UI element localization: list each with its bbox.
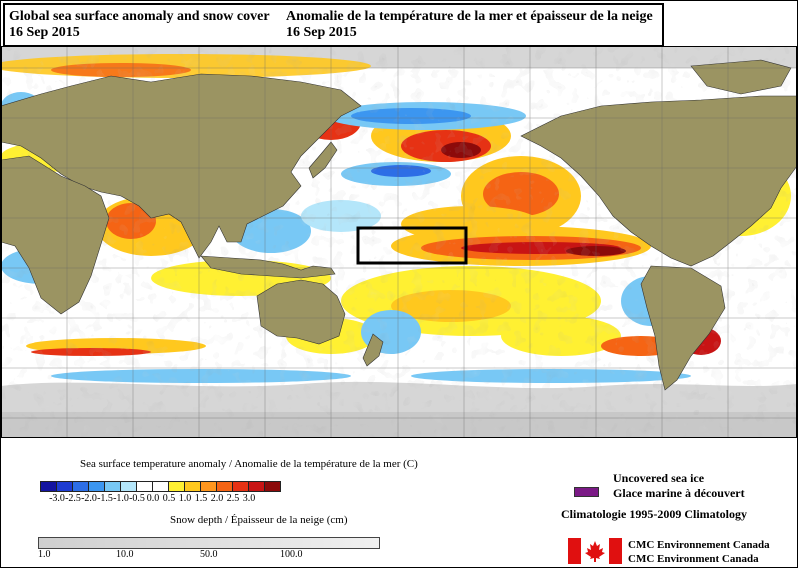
snow-tick-label: 10.0 bbox=[116, 549, 134, 560]
sst-color-cell bbox=[104, 481, 120, 492]
sst-tick-label: -1.0 bbox=[113, 493, 129, 504]
snow-legend-title: Snow depth / Épaisseur de la neige (cm) bbox=[170, 514, 348, 526]
climatology-label: Climatologie 1995-2009 Climatology bbox=[561, 507, 747, 521]
sst-color-cell bbox=[168, 481, 184, 492]
sst-color-cell bbox=[264, 481, 281, 492]
land-japan bbox=[308, 141, 338, 179]
sst-tick-label: 3.0 bbox=[242, 493, 256, 504]
snow-depth-scale bbox=[38, 537, 380, 549]
sst-color-cell bbox=[120, 481, 136, 492]
title-en-date: 16 Sep 2015 bbox=[9, 25, 80, 40]
sst-tick-label: -2.0 bbox=[81, 493, 97, 504]
sst-tick-label: -0.5 bbox=[129, 493, 145, 504]
snow-tick-label: 50.0 bbox=[200, 549, 218, 560]
land-new-zealand bbox=[362, 333, 384, 367]
sst-color-cell bbox=[184, 481, 200, 492]
uncovered-ice-swatch bbox=[574, 487, 599, 497]
sst-anomaly-map bbox=[1, 46, 797, 438]
title-english: Global sea surface anomaly and snow cove… bbox=[9, 9, 270, 41]
title-french: Anomalie de la température de la mer et … bbox=[286, 9, 653, 41]
sst-color-cell bbox=[216, 481, 232, 492]
uncovered-ice-label-fr: Glace marine à découvert bbox=[613, 486, 745, 500]
snow-tick-label: 100.0 bbox=[280, 549, 303, 560]
title-en-line1: Global sea surface anomaly and snow cove… bbox=[9, 9, 270, 24]
sst-color-cell bbox=[200, 481, 216, 492]
nino34-region-box bbox=[356, 226, 468, 265]
uncovered-ice-label-en: Uncovered sea ice bbox=[613, 471, 705, 485]
credit-line-en: CMC Environment Canada bbox=[628, 553, 759, 565]
sst-color-cell bbox=[40, 481, 56, 492]
land-eurasia bbox=[1, 73, 362, 259]
sst-color-scale bbox=[40, 481, 281, 492]
sst-tick-label: -2.5 bbox=[65, 493, 81, 504]
sst-color-cell bbox=[56, 481, 72, 492]
sst-tick-label: 2.0 bbox=[210, 493, 224, 504]
canada-flag-icon bbox=[568, 538, 622, 564]
snow-tick-label: 1.0 bbox=[38, 549, 51, 560]
sst-tick-label: -1.5 bbox=[97, 493, 113, 504]
title-box: Global sea surface anomaly and snow cove… bbox=[3, 3, 664, 47]
sst-tick-label: 0.0 bbox=[146, 493, 160, 504]
sst-color-cell bbox=[72, 481, 88, 492]
graticule bbox=[1, 46, 797, 438]
sst-color-cell bbox=[232, 481, 248, 492]
credit-line-fr: CMC Environnement Canada bbox=[628, 539, 770, 551]
land-greenland bbox=[690, 59, 792, 95]
sst-tick-label: 1.0 bbox=[178, 493, 192, 504]
sst-tick-label: 0.5 bbox=[162, 493, 176, 504]
sst-color-cell bbox=[152, 481, 168, 492]
title-fr-line1: Anomalie de la température de la mer et … bbox=[286, 9, 653, 24]
sst-legend-title: Sea surface temperature anomaly / Anomal… bbox=[80, 458, 418, 470]
land-africa bbox=[1, 155, 110, 315]
sst-tick-label: 2.5 bbox=[226, 493, 240, 504]
sst-color-cell bbox=[136, 481, 152, 492]
sst-color-cell bbox=[88, 481, 104, 492]
title-fr-date: 16 Sep 2015 bbox=[286, 25, 357, 40]
land-australia bbox=[256, 279, 346, 345]
sst-tick-label: 1.5 bbox=[194, 493, 208, 504]
sst-color-cell bbox=[248, 481, 264, 492]
sst-tick-label: -3.0 bbox=[49, 493, 65, 504]
